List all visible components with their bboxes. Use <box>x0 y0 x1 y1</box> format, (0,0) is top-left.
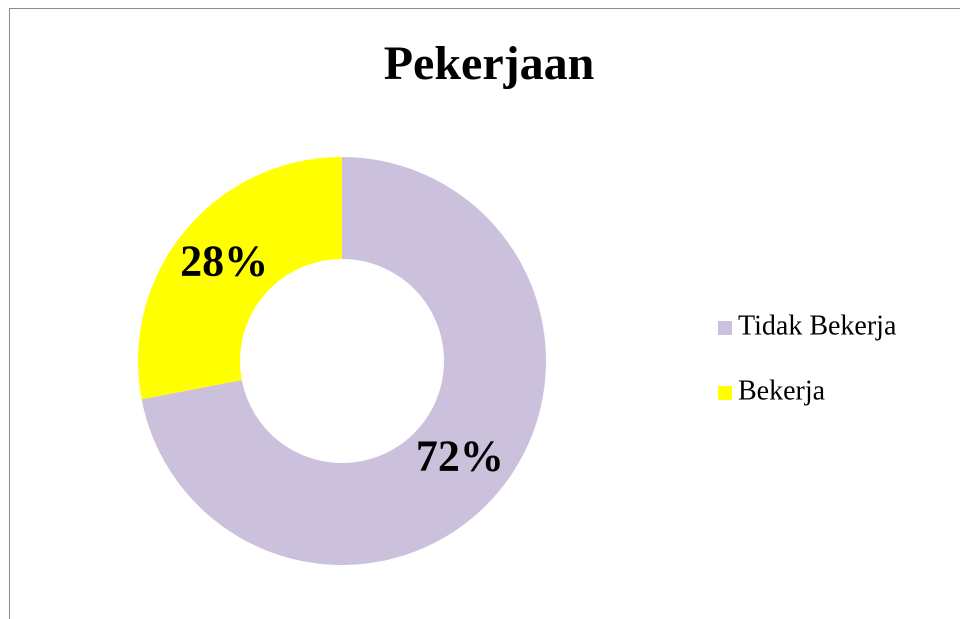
chart-border <box>9 8 960 619</box>
legend-label: Bekerja <box>738 375 826 406</box>
legend-swatch <box>718 321 732 335</box>
data-label: 72% <box>416 432 504 481</box>
donut-slice <box>141 157 547 566</box>
donut-slice <box>138 157 342 400</box>
data-label: 28% <box>180 237 268 286</box>
legend-label: Tidak Bekerja <box>738 310 897 341</box>
chart-title: Pekerjaan <box>384 37 595 90</box>
legend-swatch <box>718 386 732 400</box>
